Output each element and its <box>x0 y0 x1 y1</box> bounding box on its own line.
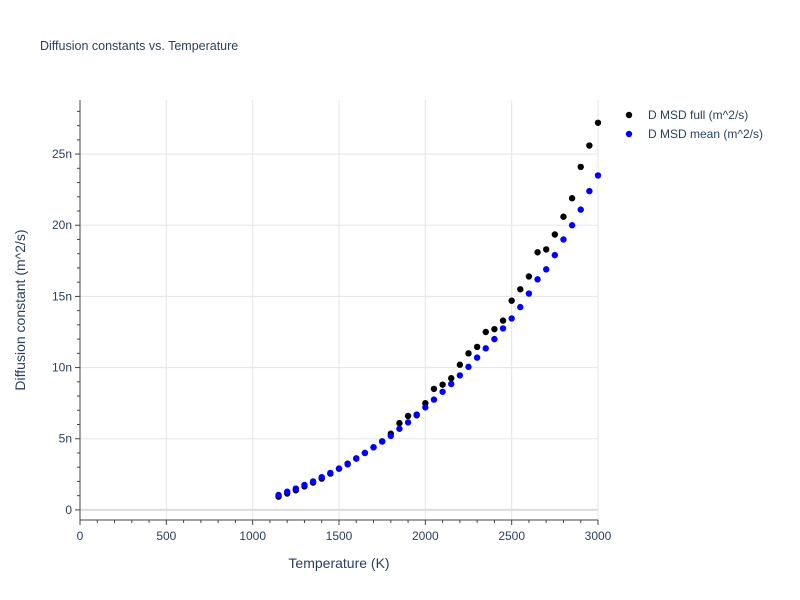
data-point-mean[interactable] <box>387 432 394 440</box>
data-point-mean[interactable] <box>465 363 472 371</box>
data-point-full[interactable] <box>517 286 524 293</box>
data-point-mean[interactable] <box>422 404 429 411</box>
data-point-mean[interactable] <box>378 438 386 445</box>
data-point-mean[interactable] <box>301 481 308 489</box>
data-point-mean[interactable] <box>292 485 300 492</box>
data-point-mean[interactable] <box>448 380 455 388</box>
data-point-mean[interactable] <box>456 372 464 379</box>
data-point-mean[interactable] <box>439 388 446 395</box>
data-point-mean[interactable] <box>551 251 559 259</box>
data-point-full[interactable] <box>534 249 541 256</box>
data-point-mean[interactable] <box>327 469 334 477</box>
data-point-mean[interactable] <box>404 419 412 426</box>
data-point-full[interactable] <box>439 381 446 388</box>
grid-lines <box>80 100 599 520</box>
data-point-mean[interactable] <box>586 187 593 195</box>
data-point-full[interactable] <box>499 317 507 324</box>
data-point-full[interactable] <box>404 412 412 420</box>
data-point-mean[interactable] <box>517 303 524 311</box>
data-point-mean[interactable] <box>560 236 567 243</box>
y-tick-label: 5n <box>59 432 72 446</box>
data-point-mean[interactable] <box>275 491 282 499</box>
y-tick-label: 25n <box>52 147 72 161</box>
y-axis-title: Diffusion constant (m^2/s) <box>12 229 28 390</box>
data-point-mean[interactable] <box>430 396 438 403</box>
data-point-mean[interactable] <box>309 478 317 485</box>
x-tick-label: 2500 <box>498 529 525 543</box>
data-point-mean[interactable] <box>370 444 377 451</box>
data-points[interactable] <box>275 119 602 500</box>
data-point-mean[interactable] <box>577 206 584 213</box>
data-point-full[interactable] <box>448 375 455 382</box>
x-tick-label: 0 <box>77 529 84 543</box>
data-point-mean[interactable] <box>534 276 541 283</box>
x-tick-label: 1000 <box>239 529 266 543</box>
data-point-mean[interactable] <box>318 473 325 481</box>
x-tick-label: 2000 <box>412 529 439 543</box>
legend-label[interactable]: D MSD full (m^2/s) <box>648 108 748 122</box>
data-point-full[interactable] <box>508 297 515 304</box>
axes <box>75 100 599 525</box>
legend[interactable]: D MSD full (m^2/s) D MSD mean (m^2/s) <box>625 108 763 141</box>
data-point-mean[interactable] <box>482 345 489 352</box>
legend-label[interactable]: D MSD mean (m^2/s) <box>648 127 763 141</box>
y-tick-label: 15n <box>52 289 72 303</box>
x-tick-label: 3000 <box>585 529 612 543</box>
data-point-mean[interactable] <box>543 266 550 273</box>
data-point-mean[interactable] <box>396 425 403 432</box>
y-tick-label: 0 <box>65 503 72 517</box>
data-point-full[interactable] <box>568 195 576 202</box>
data-point-mean[interactable] <box>473 354 481 361</box>
data-point-full[interactable] <box>396 419 403 427</box>
data-point-full[interactable] <box>482 328 489 336</box>
data-point-mean[interactable] <box>499 325 507 332</box>
data-point-full[interactable] <box>465 350 472 357</box>
data-point-full[interactable] <box>577 163 584 171</box>
legend-marker[interactable] <box>625 130 633 138</box>
x-axis-title: Temperature (K) <box>288 555 389 571</box>
data-point-mean[interactable] <box>353 455 360 462</box>
data-point-full[interactable] <box>491 325 498 333</box>
data-point-full[interactable] <box>551 231 559 238</box>
data-point-mean[interactable] <box>491 335 498 343</box>
legend-marker[interactable] <box>625 111 633 119</box>
data-point-full[interactable] <box>560 213 567 220</box>
chart-title: Diffusion constants vs. Temperature <box>40 39 238 53</box>
data-point-mean[interactable] <box>284 488 291 495</box>
data-point-mean[interactable] <box>361 449 369 457</box>
tick-labels: 0 500 1000 1500 2000 2500 3000 0 5n 10n 15n 20n 25n <box>52 147 612 543</box>
data-point-mean[interactable] <box>508 315 515 322</box>
data-point-full[interactable] <box>456 361 464 368</box>
data-point-mean[interactable] <box>525 290 533 297</box>
data-point-full[interactable] <box>473 343 481 351</box>
data-point-mean[interactable] <box>335 465 343 472</box>
data-point-full[interactable] <box>525 273 533 280</box>
data-point-mean[interactable] <box>568 222 576 229</box>
data-point-full[interactable] <box>586 142 593 149</box>
x-tick-label: 500 <box>156 529 176 543</box>
y-tick-label: 20n <box>52 218 72 232</box>
data-point-full[interactable] <box>594 119 602 126</box>
data-point-mean[interactable] <box>594 172 602 179</box>
data-point-mean[interactable] <box>413 411 420 418</box>
y-tick-label: 10n <box>52 361 72 375</box>
data-point-mean[interactable] <box>344 461 351 468</box>
data-point-full[interactable] <box>543 246 550 253</box>
x-tick-label: 1500 <box>326 529 353 543</box>
data-point-full[interactable] <box>430 385 438 393</box>
